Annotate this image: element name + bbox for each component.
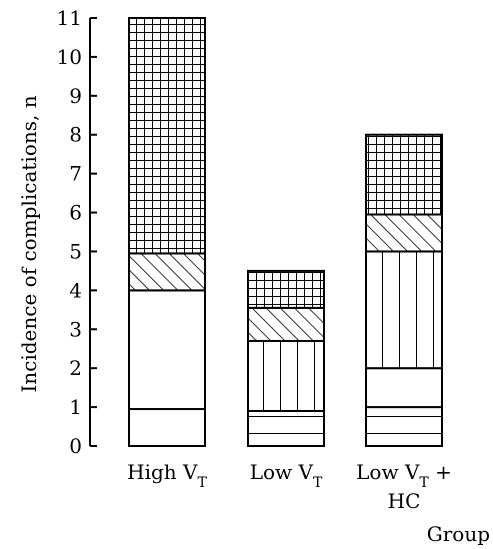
- y-tick-label: 6: [69, 201, 82, 225]
- bar-segment-grid: [247, 269, 325, 309]
- x-tick-label-line2: HC: [388, 489, 421, 513]
- x-tick-label: Low VT +: [356, 460, 452, 491]
- bar-segment-grid: [128, 17, 206, 255]
- x-tick-label: Low VT: [250, 460, 323, 491]
- y-tick-label: 10: [57, 45, 82, 69]
- bar-segment-diagonal: [128, 252, 206, 292]
- bar-segment-vertical: [365, 250, 443, 370]
- y-tick-label: 2: [69, 356, 82, 380]
- bar-segment-blank: [365, 367, 443, 409]
- y-tick-label: 9: [69, 84, 82, 108]
- bar-segment-diagonal: [365, 213, 443, 253]
- bar-segment-horizontal: [247, 409, 325, 447]
- bar-segment-vertical: [247, 339, 325, 412]
- y-tick-label: 5: [69, 239, 82, 263]
- bar-segment-blank: [128, 408, 206, 448]
- axis-layer: 0 1 2 3 4 5 6 7 8 9 10 11: [57, 6, 97, 458]
- y-tick-label: 11: [57, 6, 82, 30]
- y-tick-label: 8: [69, 123, 82, 147]
- bar-segment-diagonal: [247, 306, 325, 342]
- bars-layer: [128, 17, 443, 448]
- y-axis-label: Incidence of complications, n: [17, 95, 41, 392]
- labels-layer: High VT Low VT Low VT +HC: [127, 460, 452, 513]
- x-axis-label: Group: [427, 522, 490, 546]
- y-tick-label: 1: [69, 395, 82, 419]
- y-tick-label: 3: [69, 317, 82, 341]
- y-tick-label: 0: [69, 434, 82, 458]
- y-tick-label: 4: [69, 278, 82, 302]
- bar-segment-blank: [128, 289, 206, 411]
- y-tick-label: 7: [69, 162, 82, 186]
- bar-segment-horizontal: [365, 406, 443, 448]
- bar-segment-grid: [365, 133, 443, 216]
- x-tick-label: High VT: [127, 460, 207, 491]
